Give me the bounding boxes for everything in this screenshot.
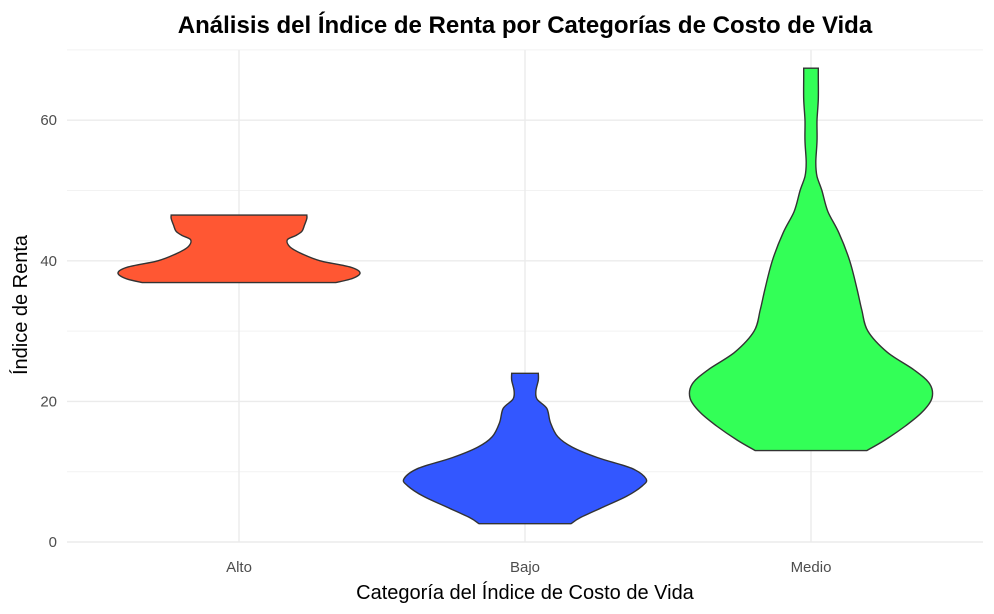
violin-medio xyxy=(688,67,934,452)
y-axis-title: Índice de Renta xyxy=(9,234,32,375)
y-tick-label: 40 xyxy=(40,253,57,270)
x-tick-label-medio: Medio xyxy=(791,559,832,576)
x-tick-label-alto: Alto xyxy=(226,559,252,576)
violin-alto xyxy=(117,214,361,284)
y-tick-label: 60 xyxy=(40,112,57,129)
chart-title: Análisis del Índice de Renta por Categor… xyxy=(178,11,873,39)
x-tick-label-bajo: Bajo xyxy=(510,559,540,576)
violin-layer xyxy=(117,67,934,525)
violin-bajo xyxy=(402,372,648,525)
y-tick-label: 0 xyxy=(49,534,57,551)
x-axis-title: Categoría del Índice de Costo de Vida xyxy=(356,581,695,604)
tick-layer: 0 20 40 60 Alto Bajo Medio xyxy=(40,112,831,576)
y-tick-label: 20 xyxy=(40,393,57,410)
